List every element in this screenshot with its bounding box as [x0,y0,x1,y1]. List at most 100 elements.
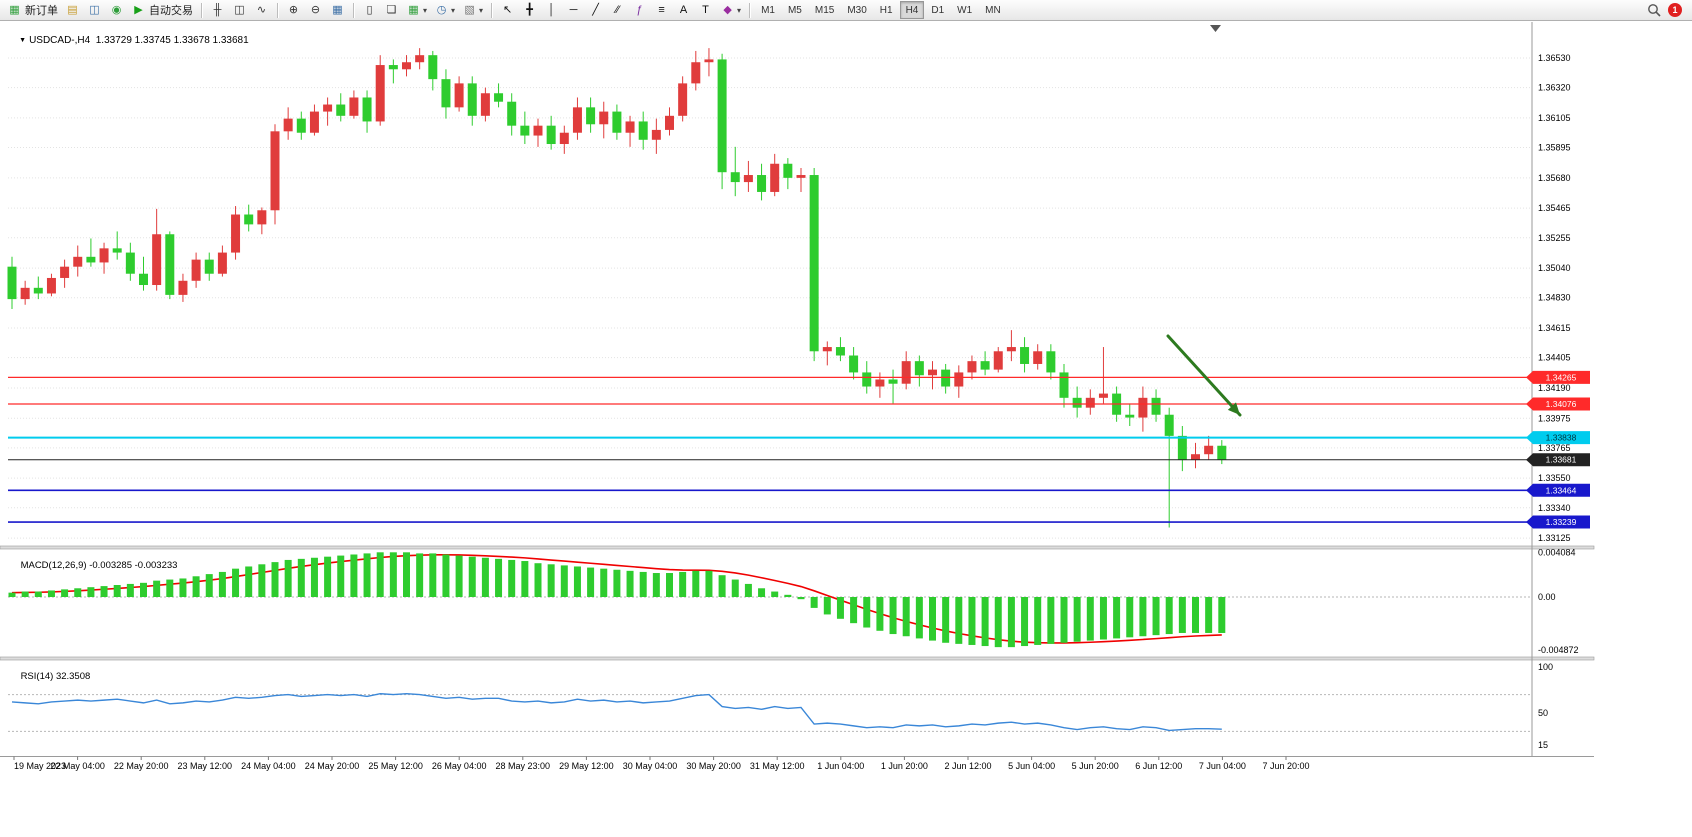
fibonacci-button[interactable]: ƒ [629,0,650,20]
auto-arrange-icon: ▯ [366,3,373,16]
chevron-down-icon: ▾ [451,5,456,15]
profile-button[interactable]: ◫ [84,0,105,20]
auto-arrange-button[interactable]: ▯ [359,0,380,20]
cursor-button[interactable]: ↖ [497,0,518,20]
zoom-out-button[interactable]: ⊖ [305,0,326,20]
crosshair-button[interactable]: ╋ [519,0,540,20]
timeframe-d1-button-label: D1 [931,4,945,16]
rsi-label: RSI(14) [20,671,54,682]
notification-badge[interactable]: 1 [1668,3,1682,17]
autotrading-button-label: 自动交易 [149,5,193,17]
price-line-badge: 1.33239 [1546,517,1577,527]
arrows-dropdown-icon: ◆ [723,3,732,16]
autotrading-button[interactable]: ▶ 自动交易 [128,0,196,20]
timeframe-d1-button[interactable]: D1 [925,1,950,19]
timeframe-m1-button[interactable]: M1 [755,1,781,19]
arrows-button[interactable]: ◆ ▾ [717,0,744,20]
new-order-button-label: 新订单 [25,5,58,17]
timeframe-h1-button-label: H1 [879,4,893,16]
time-axis-label: 24 May 04:00 [241,761,296,771]
time-axis-label: 5 Jun 04:00 [1008,761,1055,771]
main-toolbar: ▦ 新订单 ▤ ◫ ◉ ▶ 自动交易 ╫ ◫ ∿ ⊕ ⊖ ▦ ▯ ❏ ▦ ▾ ◷ ▾ ▧ ▾ ↖ ╋ │ ─ ╱ ⁄⁄ ƒ ≡ A T ◆ ▾ M… [0,0,1692,21]
text-button[interactable]: A [673,0,694,20]
price-axis-label: 1.34190 [1538,383,1571,393]
macd-axis-label: -0.004872 [1538,645,1579,655]
timeframe-h1-button[interactable]: H1 [874,1,899,19]
periods-button[interactable]: ◷ ▾ [431,0,458,20]
down-trend-arrow[interactable] [1166,334,1242,417]
text-label-icon: T [702,3,709,16]
trendline-button[interactable]: ╱ [585,0,606,20]
macd-signal-line [11,553,1222,644]
channel-button[interactable]: ⁄⁄ [607,0,628,20]
macd-histogram [8,552,1226,648]
candlestick-chart-button[interactable]: ◫ [229,0,250,20]
toolbar-separator [353,2,354,18]
price-axis-label: 1.35465 [1538,203,1571,213]
price-axis-label: 1.33340 [1538,503,1571,513]
search-icon[interactable] [1647,3,1661,17]
rsi-value: 32.3508 [55,671,91,682]
cycle-lines-button[interactable]: ≡ [651,0,672,20]
cursor-icon: ↖ [502,3,513,16]
price-axis-label: 1.35255 [1538,233,1571,243]
price-axis-label: 1.33765 [1538,443,1571,453]
text-label-button[interactable]: T [695,0,716,20]
cycle-lines-icon: ≡ [658,3,665,16]
zoom-in-button[interactable]: ⊕ [283,0,304,20]
toolbar-right: 1 [1647,3,1688,17]
horizontal-price-lines[interactable]: 1.34265 1.34076 1.33838 1.33681 1.33464 1.332… [8,370,1590,529]
community-button[interactable]: ◉ [106,0,127,20]
toolbar-separator [201,2,202,18]
time-axis-label: 30 May 04:00 [623,761,678,771]
chart-window-icon: ▤ [67,3,78,16]
timeframe-h4-button[interactable]: H4 [899,1,925,19]
clock-icon: ◷ [436,3,447,16]
rsi-axis-label: 50 [1538,708,1548,718]
timeframe-m5-button[interactable]: M5 [782,1,808,19]
price-axis-label: 1.33975 [1538,413,1571,423]
text-icon: A [679,3,688,16]
vertical-line-button[interactable]: │ [541,0,562,20]
timeframe-m1-button-label: M1 [761,4,775,16]
macd-label: MACD(12,26,9) [20,560,87,571]
chart-shift-marker[interactable] [1210,25,1221,32]
toolbar-separator [491,2,493,18]
vertical-line-icon: │ [548,3,555,16]
bar-chart-button[interactable]: ╫ [207,0,228,20]
cascade-windows-button[interactable]: ❏ [381,0,402,20]
price-axis-label: 1.33550 [1538,473,1571,483]
timeframe-m15-button[interactable]: M15 [809,1,840,19]
price-axis-label: 1.34615 [1538,323,1571,333]
headset-icon: ◉ [111,3,122,16]
time-axis-label: 7 Jun 04:00 [1199,761,1246,771]
templates-button[interactable]: ▧ ▾ [459,0,486,20]
chart-header: ▼ USDCAD-,H4 1.33729 1.33745 1.33678 1.33… [8,24,249,57]
macd-axis-label: 0.00 [1538,592,1556,602]
time-axis-label: 31 May 12:00 [750,761,805,771]
panel-separators [0,22,1595,757]
price-line-badge: 1.33838 [1546,433,1577,443]
timeframe-mn-button[interactable]: MN [979,1,1007,19]
timeframe-w1-button[interactable]: W1 [951,1,978,19]
trendline-icon: ╱ [592,3,599,16]
time-axis-label: 24 May 20:00 [305,761,360,771]
timeframe-h4-button-label: H4 [905,4,919,16]
price-grid: 1.36530 1.36320 1.36105 1.35895 1.35680 1.354… [8,53,1571,543]
zoom-out-icon: ⊖ [310,3,321,16]
macd-panel: 0.004084 0.00 -0.004872 [8,547,1579,655]
new-order-button[interactable]: ▦ 新订单 [4,0,61,20]
chart-window-button[interactable]: ▤ [62,0,83,20]
new-chart-button[interactable]: ▦ ▾ [403,0,430,20]
timeframe-m30-button[interactable]: M30 [841,1,872,19]
tile-windows-button[interactable]: ▦ [327,0,348,20]
horizontal-line-button[interactable]: ─ [563,0,584,20]
time-axis-label: 1 Jun 04:00 [817,761,864,771]
rsi-panel: 100 50 15 [8,662,1553,750]
line-chart-button[interactable]: ∿ [251,0,272,20]
chart-menu-arrow-icon[interactable]: ▼ [19,37,27,44]
candlestick-chart-icon: ◫ [234,3,245,16]
time-axis-label: 25 May 12:00 [368,761,423,771]
chart-symbol-period: USDCAD-,H4 [29,35,91,46]
